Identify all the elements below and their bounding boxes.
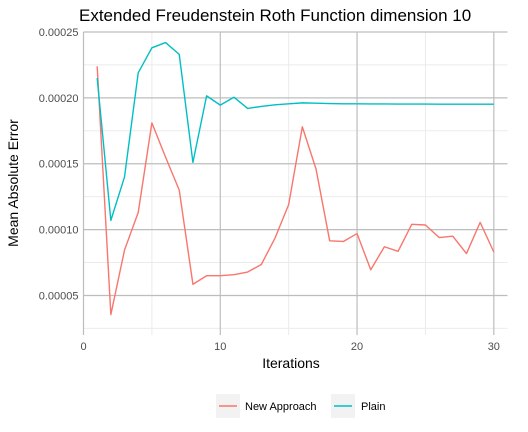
x-axis-label: Iterations — [262, 355, 320, 371]
y-axis-label: Mean Absolute Error — [5, 119, 21, 247]
y-tick-label: 0.00025 — [39, 27, 79, 39]
x-tick-label: 20 — [351, 341, 363, 353]
legend-label: Plain — [361, 401, 385, 413]
series-line-new-approach — [96, 66, 495, 316]
series-lines — [96, 41, 495, 316]
legend: New Approach Plain — [216, 394, 385, 418]
y-tick-label: 0.00005 — [39, 290, 79, 302]
y-tick-label: 0.00015 — [39, 159, 79, 171]
legend-label: New Approach — [245, 401, 317, 413]
x-tick-label: 30 — [488, 341, 500, 353]
x-tick-label: 10 — [214, 341, 226, 353]
series-line-plain — [96, 41, 494, 222]
y-tick-label: 0.00020 — [39, 93, 79, 105]
y-tick-label: 0.00010 — [39, 225, 79, 237]
chart-title: Extended Freudenstein Roth Function dime… — [79, 6, 471, 25]
y-axis-tick-labels: 0.00005 0.00010 0.00015 0.00020 0.00025 — [39, 27, 79, 302]
x-tick-label: 0 — [80, 341, 86, 353]
minor-gridlines — [83, 32, 508, 335]
x-axis-tick-labels: 0 10 20 30 — [80, 341, 500, 353]
